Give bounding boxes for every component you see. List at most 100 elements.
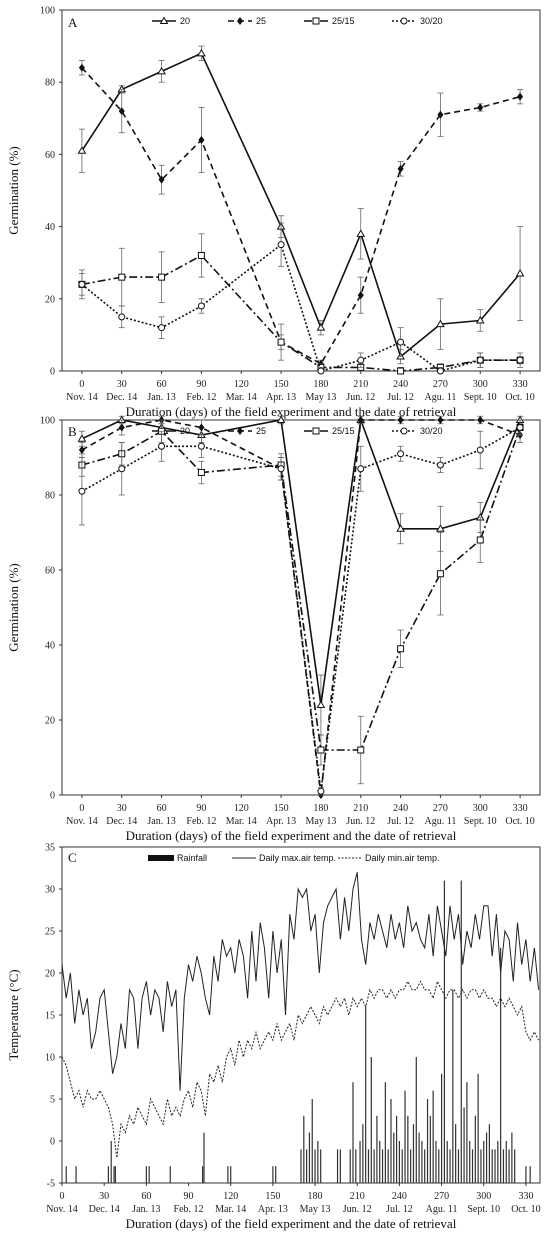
x-tick-label: 330 [518,1191,533,1202]
rain-bar [114,1166,117,1183]
rain-bar [429,1115,431,1183]
data-point [357,465,365,473]
x-tick-label: 90 [196,803,206,814]
data-point [476,536,484,544]
data-point [197,302,205,310]
data-point [396,524,405,532]
rain-bar [432,1090,434,1183]
x-date-label: Jun. 12 [343,1204,372,1215]
rain-bar [107,1166,109,1183]
rain-bar [525,1166,527,1183]
rain-bar [272,1166,274,1183]
rain-bar [390,1099,392,1183]
data-point [276,415,286,423]
x-tick-label: 150 [274,803,289,814]
x-tick-label: 270 [434,1191,449,1202]
rain-bar [471,1149,474,1183]
data-point [118,273,126,281]
series-rainfall [65,880,531,1183]
data-point [397,338,405,346]
x-date-label: Jul. 12 [387,816,414,827]
x-date-label: Jan. 13 [147,392,175,403]
y-tick-label: 5 [50,1095,55,1106]
panel-label: A [68,15,78,30]
y-axis-title: Germination (%) [6,563,21,651]
series-25-15 [78,419,524,785]
x-date-label: Mar. 14 [215,1204,246,1215]
x-tick-label: 30 [117,803,127,814]
rain-bar [320,1149,322,1183]
rain-bar [201,1166,204,1183]
series-20 [77,45,525,365]
rain-bar [412,1124,415,1183]
legend-marker [236,426,244,436]
rain-bar [483,1141,485,1183]
data-point [357,746,365,754]
data-point [158,273,166,281]
data-point [277,338,285,346]
x-tick-label: 30 [117,379,127,390]
legend-marker [400,17,408,25]
rain-bar [359,1141,361,1183]
x-date-label: Sept. 10 [464,392,497,403]
x-tick-label: 240 [393,803,408,814]
y-tick-label: 25 [45,927,55,938]
panel-label: C [68,850,77,865]
temperature-line [61,979,540,1158]
rain-bar [424,1149,426,1183]
legend-label: 30/20 [420,16,443,26]
rain-bar [306,1149,308,1183]
data-point [477,415,484,425]
y-tick-label: 80 [45,491,55,502]
data-point [436,367,444,375]
data-point [316,323,326,331]
rain-bar [65,1166,67,1183]
legend-label: 25/15 [332,426,355,436]
data-point [77,434,87,442]
rain-bar [317,1141,319,1183]
legend-label: Rainfall [177,853,207,863]
series-20 [77,415,525,736]
rain-bar [404,1090,406,1183]
rain-bar [336,1149,339,1183]
x-date-label: Jun. 12 [346,816,375,827]
data-point [477,103,484,112]
x-tick-label: 330 [513,379,528,390]
x-tick-label: 0 [60,1191,65,1202]
legend-marker [159,16,169,24]
rain-bar [308,1132,311,1183]
plot-frame [61,846,541,1184]
x-date-label: Oct. 10 [505,392,534,403]
data-point [356,229,366,237]
legend-marker [312,17,320,25]
y-tick-label: 100 [40,416,55,427]
x-date-label: Oct. 10 [511,1204,540,1215]
x-tick-label: 210 [353,803,368,814]
legend-label: 20 [180,16,190,26]
rain-bar [463,1107,465,1183]
rain-bar [401,1149,403,1183]
x-date-label: Nov. 14 [46,1204,78,1215]
rain-bar [365,1006,367,1183]
data-point [277,465,285,473]
rain-bar [511,1132,513,1183]
rain-bar [362,1124,364,1183]
rain-bar [421,1141,423,1183]
x-tick-label: 60 [157,379,167,390]
y-axis-title: Germination (%) [6,146,21,234]
rain-bar [379,1141,381,1183]
x-tick-label: 180 [313,379,328,390]
series-line [81,67,521,365]
rain-bar [469,1141,471,1183]
rain-bar [508,1149,510,1183]
data-point [158,175,165,184]
series-line [81,52,521,358]
rain-bar [311,1099,313,1183]
data-point [78,487,86,495]
rain-bar [466,1082,468,1183]
data-point [357,291,364,300]
rain-bar [148,1166,150,1183]
data-point [357,356,365,364]
x-tick-label: 240 [392,1191,407,1202]
legend-label: Daily min.air temp. [365,853,440,863]
